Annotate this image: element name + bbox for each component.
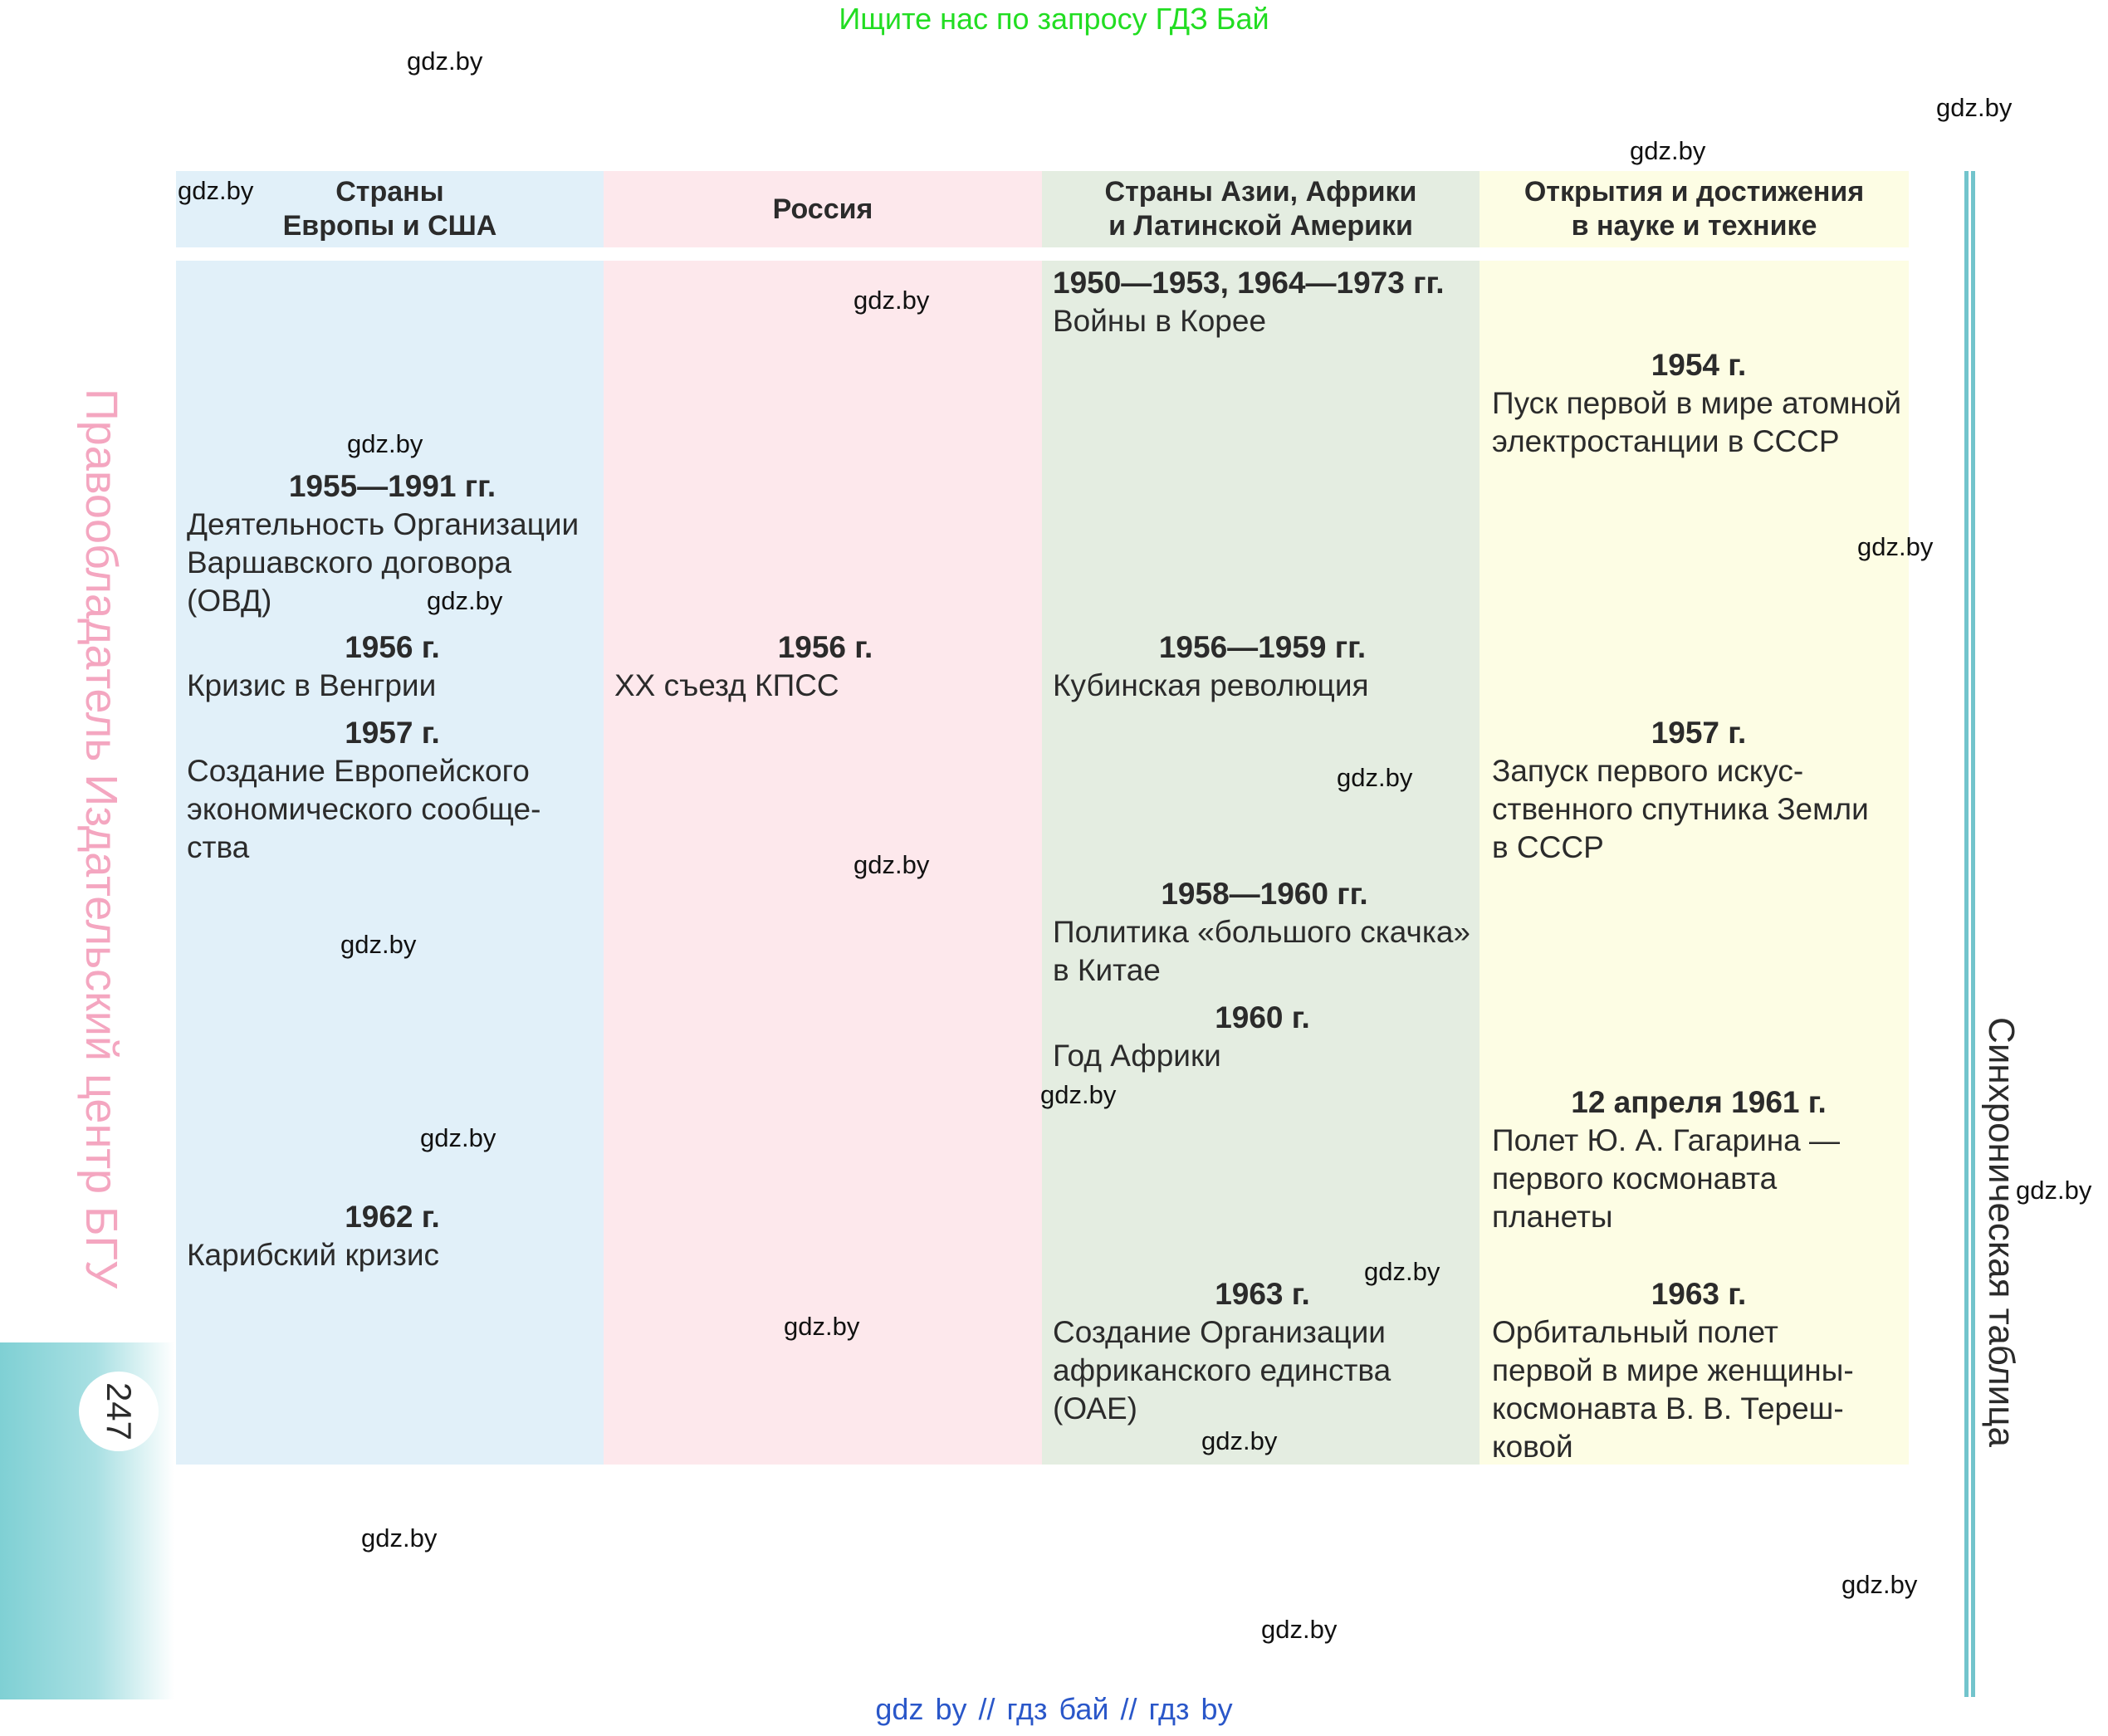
- watermark: gdz.by: [853, 850, 930, 879]
- watermark: gdz.by: [427, 586, 503, 615]
- right-rule-outer: [1964, 171, 1969, 1697]
- watermark: gdz.by: [853, 286, 930, 315]
- header-russia: Россия: [772, 193, 873, 225]
- watermark: gdz.by: [178, 176, 254, 205]
- footer-link[interactable]: гдз by: [1148, 1692, 1233, 1726]
- event-entry: 1956 г. Кризис в Венгрии: [187, 628, 598, 705]
- event-date: 1955—1991 гг.: [288, 469, 496, 503]
- column-europe-usa: [176, 261, 604, 1465]
- watermark: gdz.by: [1630, 136, 1706, 165]
- watermark: gdz.by: [1364, 1257, 1440, 1286]
- watermark: gdz.by: [1936, 93, 2013, 122]
- header-science: Открытия и достижения в науке и технике: [1524, 176, 1865, 242]
- rightsholder-text: Правообладатель Издательский центр БГУ: [76, 388, 126, 1289]
- watermark: gdz.by: [1841, 1570, 1918, 1599]
- event-text: Кризис в Венгрии: [187, 668, 437, 702]
- header-europe-usa: Страны Европы и США: [282, 176, 497, 242]
- event-date: 1956 г.: [777, 630, 873, 664]
- event-date: 1963 г.: [1651, 1277, 1747, 1311]
- event-date: 1957 г.: [345, 716, 440, 750]
- watermark: gdz.by: [784, 1312, 860, 1341]
- column-science: [1480, 261, 1909, 1465]
- watermark: gdz.by: [407, 46, 483, 76]
- watermark: gdz.by: [1337, 763, 1413, 792]
- event-entry: 1956—1959 гг. Кубинская революция: [1053, 628, 1472, 705]
- event-entry: 1957 г. Запуск первого искус- ственного …: [1492, 714, 1905, 867]
- footer-link[interactable]: гдз бай: [1006, 1692, 1109, 1726]
- event-entry: 1956 г. XX съезд КПСС: [614, 628, 1036, 705]
- event-text: Деятельность Организации Варшавского дог…: [187, 507, 580, 618]
- event-entry: 1950—1953, 1964—1973 гг. Войны в Корее: [1053, 264, 1476, 340]
- section-title-text: Синхроническая таблица: [1981, 1017, 2022, 1447]
- event-date: 1954 г.: [1651, 348, 1747, 382]
- watermark: gdz.by: [420, 1123, 496, 1152]
- right-rule-inner: [1971, 171, 1975, 1697]
- event-text: Полет Ю. А. Гагарина — первого космонавт…: [1492, 1123, 1841, 1234]
- event-entry: 1954 г. Пуск первой в мире атомной элект…: [1492, 346, 1905, 461]
- watermark: gdz.by: [1261, 1615, 1338, 1644]
- event-text: Кубинская революция: [1053, 668, 1369, 702]
- header-cell-russia: [604, 171, 1042, 247]
- header-cell-europe-usa: [176, 171, 604, 247]
- watermark: gdz.by: [2016, 1176, 2092, 1205]
- event-text: Создание Европейского экономического соо…: [187, 754, 541, 864]
- column-russia: [604, 261, 1042, 1465]
- footer-links: gdz by // гдз бай // гдз by: [0, 1692, 2108, 1727]
- event-text: Карибский кризис: [187, 1238, 440, 1272]
- event-text: Войны в Корее: [1053, 304, 1267, 338]
- watermark: gdz.by: [361, 1523, 438, 1553]
- event-date: 1950—1953, 1964—1973 гг.: [1053, 266, 1445, 300]
- event-entry: 12 апреля 1961 г. Полет Ю. А. Гагарина —…: [1492, 1083, 1905, 1236]
- footer-separator: //: [978, 1692, 995, 1726]
- watermark: gdz.by: [347, 429, 423, 458]
- footer-separator: //: [1120, 1692, 1137, 1726]
- event-entry: 1960 г. Год Африки: [1053, 999, 1472, 1075]
- watermark: gdz.by: [340, 930, 417, 959]
- search-banner: Ищите нас по запросу ГДЗ Бай: [839, 2, 1269, 36]
- event-entry: 1963 г. Создание Организации африканског…: [1053, 1275, 1472, 1428]
- watermark: gdz.by: [1857, 532, 1934, 561]
- event-date: 1962 г.: [345, 1200, 440, 1234]
- event-text: Орбитальный полет первой в мире женщины-…: [1492, 1315, 1854, 1464]
- watermark: gdz.by: [1201, 1426, 1278, 1455]
- column-asia-africa: [1042, 261, 1480, 1465]
- event-text: XX съезд КПСС: [614, 668, 839, 702]
- header-cell-asia-africa: [1042, 171, 1480, 247]
- event-text: Политика «большого скачка» в Китае: [1053, 915, 1470, 987]
- header-cell-science: [1480, 171, 1909, 247]
- event-entry: 1962 г. Карибский кризис: [187, 1198, 598, 1274]
- event-date: 1957 г.: [1651, 716, 1747, 750]
- header-asia-africa: Страны Азии, Африки и Латинской Америки: [1104, 176, 1417, 242]
- event-entry: 1957 г. Создание Европейского экономичес…: [187, 714, 598, 867]
- event-date: 1963 г.: [1215, 1277, 1310, 1311]
- page-number: 247: [100, 1381, 139, 1441]
- event-date: 12 апреля 1961 г.: [1571, 1085, 1827, 1119]
- event-text: Запуск первого искус- ственного спутника…: [1492, 754, 1869, 864]
- event-entry: 1958—1960 гг. Политика «большого скачка»…: [1053, 875, 1476, 990]
- event-entry: 1963 г. Орбитальный полет первой в мире …: [1492, 1275, 1905, 1466]
- event-text: Создание Организации африканского единст…: [1053, 1315, 1391, 1425]
- event-text: Год Африки: [1053, 1039, 1221, 1073]
- event-date: 1958—1960 гг.: [1161, 877, 1368, 911]
- event-entry: 1955—1991 гг. Деятельность Организации В…: [187, 467, 598, 620]
- event-date: 1956 г.: [345, 630, 440, 664]
- footer-link[interactable]: gdz by: [875, 1692, 967, 1726]
- event-date: 1960 г.: [1215, 1000, 1310, 1034]
- watermark: gdz.by: [1040, 1080, 1117, 1109]
- event-text: Пуск первой в мире атомной электростанци…: [1492, 386, 1902, 458]
- event-date: 1956—1959 гг.: [1158, 630, 1367, 664]
- page-number-badge: [79, 1372, 159, 1451]
